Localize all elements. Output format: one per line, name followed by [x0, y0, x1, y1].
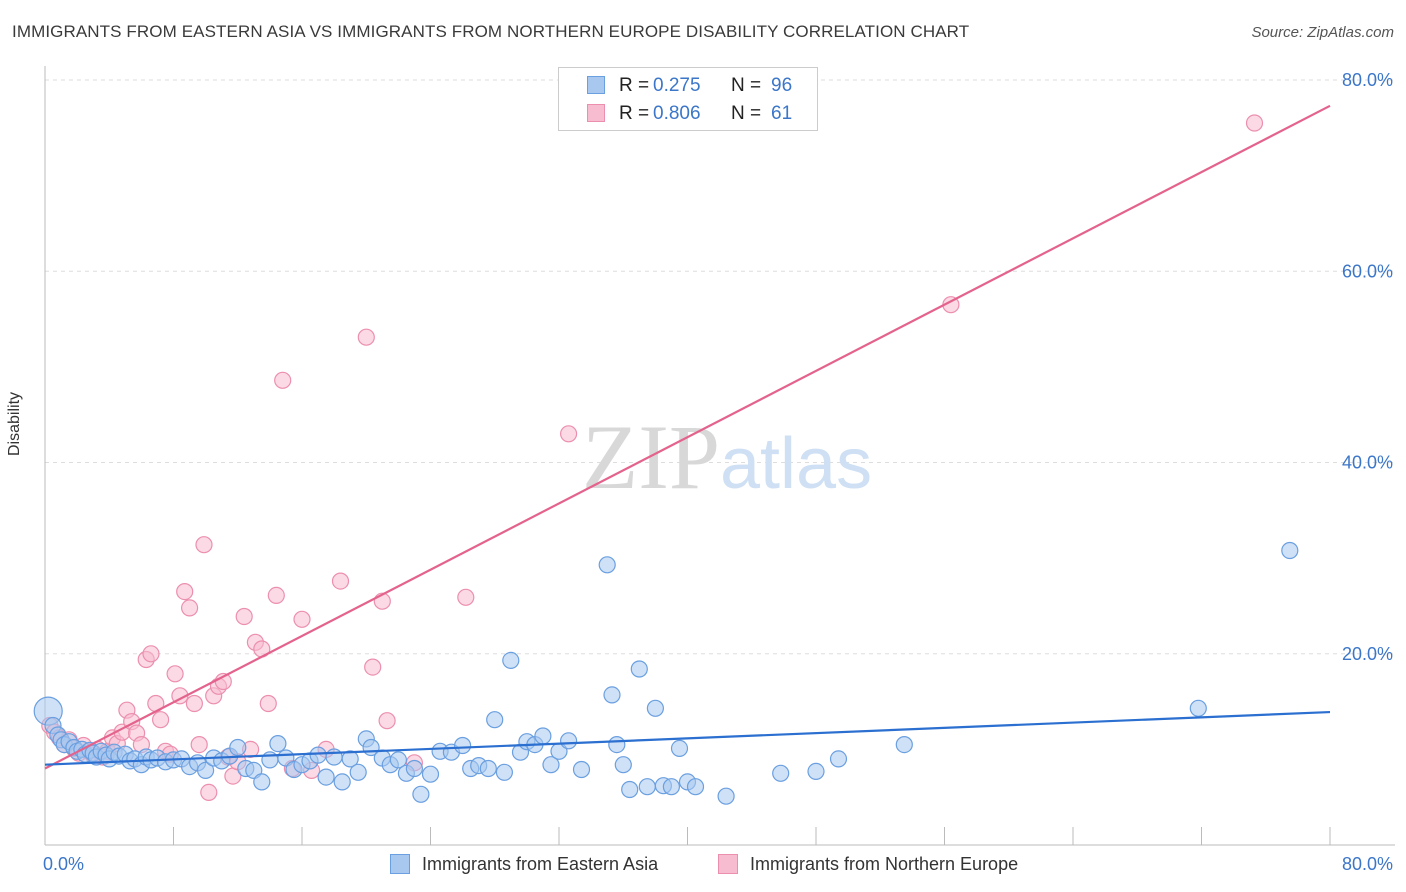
n-label: N =	[731, 103, 762, 124]
data-point	[454, 736, 472, 755]
data-point	[572, 760, 591, 779]
legend-swatch-eastern-asia	[390, 854, 410, 874]
data-point	[152, 711, 170, 729]
data-point	[421, 765, 440, 783]
data-point	[197, 761, 215, 780]
legend-swatch-northern-europe	[718, 854, 738, 874]
data-point	[1189, 699, 1207, 717]
data-point	[502, 651, 520, 670]
chart-title: IMMIGRANTS FROM EASTERN ASIA VS IMMIGRAN…	[12, 22, 970, 41]
data-point	[895, 735, 913, 754]
data-point	[200, 783, 218, 802]
r-label: R =	[619, 75, 650, 96]
data-point	[486, 711, 504, 729]
data-point	[829, 750, 848, 768]
r-value: 0.806	[653, 103, 701, 124]
data-point	[235, 607, 253, 626]
n-label: N =	[731, 75, 762, 96]
x-tick-label: 0.0%	[43, 854, 84, 874]
data-point	[479, 759, 497, 778]
data-point	[229, 738, 247, 757]
data-point	[772, 764, 790, 782]
y-tick-label: 20.0%	[1342, 644, 1393, 664]
tick-labels: 20.0% 40.0% 60.0% 80.0% 0.0% 80.0%	[43, 70, 1393, 874]
data-point	[325, 748, 343, 766]
legend-swatch-northern-europe	[587, 104, 605, 122]
data-point	[142, 645, 160, 663]
data-point	[457, 588, 475, 606]
r-value: 0.275	[653, 75, 701, 96]
data-point	[608, 735, 626, 754]
data-point	[598, 556, 616, 574]
data-point	[603, 686, 621, 704]
data-point	[542, 756, 560, 774]
stats-row-eastern-asia: R = 0.275 N = 96	[559, 72, 817, 100]
data-point	[185, 694, 203, 713]
legend-swatch-eastern-asia	[587, 76, 605, 94]
data-point	[405, 759, 423, 778]
data-point	[638, 778, 656, 796]
stats-legend: R = 0.275 N = 96 R = 0.806 N = 61	[558, 67, 818, 131]
data-point	[717, 787, 735, 805]
data-point	[1245, 114, 1264, 132]
data-point	[190, 735, 208, 754]
trend-line-northern-europe	[44, 104, 1331, 770]
data-point	[331, 572, 350, 590]
trend-line-eastern-asia	[44, 710, 1331, 766]
data-point	[534, 727, 552, 745]
data-point	[662, 778, 681, 796]
data-point	[309, 746, 327, 764]
y-tick-label: 60.0%	[1342, 261, 1393, 281]
source-label: Source: ZipAtlas.com	[1251, 24, 1394, 41]
data-point	[181, 599, 199, 617]
n-value: 96	[771, 75, 793, 96]
data-point	[293, 610, 311, 628]
data-point	[686, 778, 705, 796]
data-point	[195, 536, 213, 554]
data-point	[1281, 541, 1299, 560]
data-point	[176, 582, 194, 601]
watermark-atlas: atlas	[720, 424, 872, 504]
data-point	[349, 763, 367, 781]
data-point	[341, 750, 359, 768]
data-point	[253, 773, 271, 791]
legend-label-eastern-asia: Immigrants from Eastern Asia	[422, 854, 659, 874]
data-point	[274, 371, 292, 389]
n-value: 61	[771, 103, 793, 124]
y-tick-label: 80.0%	[1342, 70, 1393, 90]
data-point	[357, 328, 375, 346]
data-point	[378, 712, 396, 730]
data-point	[559, 425, 578, 443]
x-tick-label: 80.0%	[1342, 854, 1393, 874]
stats-row-northern-europe: R = 0.806 N = 61	[559, 100, 817, 128]
data-point	[559, 732, 578, 750]
legend-label-northern-europe: Immigrants from Northern Europe	[750, 854, 1019, 874]
y-tick-label: 40.0%	[1342, 453, 1393, 473]
data-point	[259, 694, 277, 713]
data-point	[166, 665, 184, 683]
data-point	[333, 773, 351, 791]
data-point	[670, 739, 689, 758]
data-point	[317, 768, 335, 786]
data-point	[646, 699, 665, 717]
r-label: R =	[619, 103, 650, 124]
data-point	[364, 658, 382, 676]
data-point	[267, 586, 285, 605]
data-point	[614, 756, 632, 774]
data-point	[630, 660, 648, 678]
data-point	[621, 780, 639, 799]
gridlines	[45, 79, 1395, 655]
data-point	[495, 763, 513, 781]
data-point	[269, 734, 287, 753]
data-point	[389, 751, 407, 769]
data-point	[807, 762, 825, 781]
data-point	[412, 785, 430, 803]
trend-lines	[44, 104, 1331, 770]
